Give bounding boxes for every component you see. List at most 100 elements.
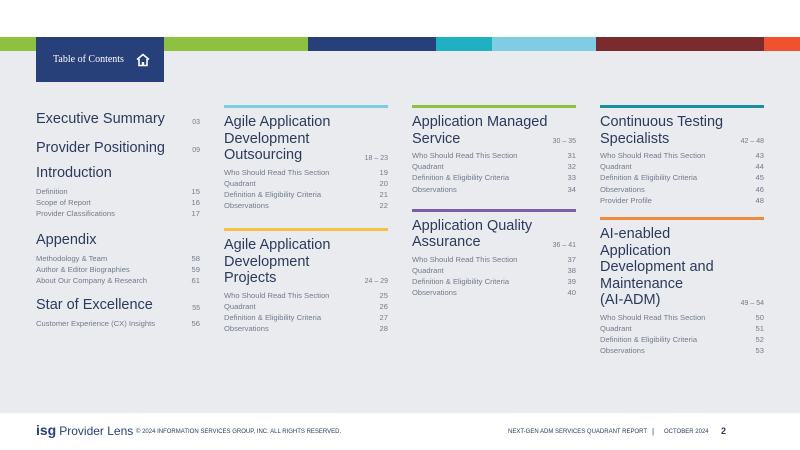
toc-subitem-page: 25 — [379, 290, 388, 300]
toc-subitems: Methodology & Team 58 Author & Editor Biog… — [36, 253, 200, 287]
toc-subitem[interactable]: Provider Profile 48 — [600, 195, 764, 206]
toc-subitem[interactable]: Quadrant 44 — [600, 161, 764, 172]
toc-section-title: Appendix — [36, 232, 97, 249]
toc-subitem-page: 51 — [755, 323, 764, 333]
toc-subitem[interactable]: Definition & Eligibility Criteria 21 — [224, 189, 388, 200]
quadrant-title-line: Development — [224, 253, 310, 270]
toc-subitem-page: 48 — [755, 195, 764, 205]
toc-section: Executive Summary 03 — [36, 111, 200, 128]
quadrant-title: Continuous Testing Specialists — [600, 114, 723, 147]
toc-subitem-label: About Our Company & Research — [36, 276, 148, 286]
toc-subitem[interactable]: Methodology & Team 58 — [36, 253, 200, 264]
toc-subitem-page: 39 — [567, 277, 576, 287]
toc-subitem-page: 34 — [567, 184, 576, 194]
toc-subitem[interactable]: Observations 28 — [224, 323, 388, 334]
toc-subitem[interactable]: Definition 15 — [36, 186, 200, 197]
toc-subitem[interactable]: Quadrant 32 — [412, 161, 576, 172]
toc-subitem-label: Scope of Report — [36, 197, 91, 207]
toc-subitem-label: Definition & Eligibility Criteria — [412, 173, 510, 183]
toc-section-link[interactable]: Star of Excellence 55 — [36, 297, 200, 314]
isg-provider-lens-logo[interactable]: isg Provider Lens — [36, 422, 133, 438]
stripe-maroon — [596, 37, 764, 51]
quadrant-page-range: 49 – 54 — [740, 299, 764, 307]
toc-subitem-label: Observations — [412, 288, 457, 298]
toc-subitem[interactable]: Author & Editor Biographies 59 — [36, 264, 200, 275]
quadrant-color-bar — [224, 228, 388, 232]
toc-section-link[interactable]: Executive Summary 03 — [36, 111, 200, 128]
toc-section-title: Star of Excellence — [36, 297, 153, 314]
toc-subitem-label: Quadrant — [224, 178, 256, 188]
toc-subitem[interactable]: Definition & Eligibility Criteria 52 — [600, 334, 764, 345]
toc-subitem-page: 61 — [191, 276, 200, 286]
toc-subitem-page: 27 — [379, 313, 388, 323]
toc-section-link[interactable]: Provider Positioning 09 — [36, 140, 200, 157]
quadrant-block: Agile Application Development Outsourcing 1… — [224, 105, 388, 211]
toc-section: Provider Positioning 09 — [36, 140, 200, 157]
quadrant-title-link[interactable]: Application Managed Service 30 – 35 — [412, 114, 576, 147]
stripe-orange — [764, 37, 800, 51]
toc-subitem[interactable]: About Our Company & Research 61 — [36, 275, 200, 286]
quadrant-block: Agile Application Development Projects 24 –… — [224, 228, 388, 334]
toc-subitem[interactable]: Who Should Read This Section 31 — [412, 150, 576, 161]
quadrant-color-bar — [412, 208, 576, 212]
quadrant-title-link[interactable]: Continuous Testing Specialists 42 – 48 — [600, 114, 764, 147]
toc-subitem[interactable]: Scope of Report 16 — [36, 197, 200, 208]
toc-subitem[interactable]: Observations 22 — [224, 200, 388, 211]
toc-section-link[interactable]: Appendix — [36, 232, 200, 249]
toc-subitem[interactable]: Definition & Eligibility Criteria 45 — [600, 172, 764, 183]
toc-subitem[interactable]: Definition & Eligibility Criteria 33 — [412, 172, 576, 183]
toc-subitem-page: 56 — [191, 318, 200, 328]
toc-subitems: Who Should Read This Section 37 Quadrant 38… — [412, 254, 576, 299]
toc-subitem-page: 21 — [379, 189, 388, 199]
toc-subitem[interactable]: Who Should Read This Section 37 — [412, 254, 576, 265]
stripe-green-2 — [164, 37, 308, 51]
quadrant-title: Application Managed Service — [412, 114, 547, 147]
toc-subitem[interactable]: Quadrant 51 — [600, 323, 764, 334]
toc-subitem-label: Provider Classifications — [36, 208, 115, 218]
quadrant-title-line: Outsourcing — [224, 147, 303, 163]
toc-subitem[interactable]: Customer Experience (CX) Insights 56 — [36, 318, 200, 329]
toc-subitem[interactable]: Observations 46 — [600, 184, 764, 195]
quadrant-title-line: Projects — [224, 270, 277, 287]
toc-column-3: Application Managed Service 30 – 35 Who Sho… — [412, 105, 576, 299]
toc-subitem[interactable]: Provider Classifications 17 — [36, 208, 200, 219]
top-bar — [0, 0, 800, 37]
quadrant-title-link[interactable]: Agile Application Development Outsourcing 1… — [224, 114, 388, 164]
toc-section: Introduction Definition 15 Scope of Report 1… — [36, 165, 200, 219]
toc-subitem[interactable]: Observations 34 — [412, 184, 576, 195]
toc-subitem[interactable]: Observations 53 — [600, 345, 764, 356]
quadrant-title-line: Specialists — [600, 130, 670, 147]
toc-subitem-page: 59 — [191, 264, 200, 274]
toc-subitem-label: Methodology & Team — [36, 253, 108, 263]
toc-subitem[interactable]: Who Should Read This Section 25 — [224, 290, 388, 301]
toc-subitem[interactable]: Who Should Read This Section 50 — [600, 312, 764, 323]
toc-subitem-label: Who Should Read This Section — [600, 312, 706, 322]
quadrant-title-line: AI-enabled Application — [600, 226, 671, 259]
quadrant-title-link[interactable]: Agile Application Development Projects 24 –… — [224, 237, 388, 287]
toc-subitem-page: 15 — [191, 186, 200, 196]
toc-section-link[interactable]: Introduction — [36, 165, 200, 182]
quadrant-title: AI-enabled Application Development and Mai… — [600, 226, 741, 309]
toc-subitem[interactable]: Quadrant 38 — [412, 265, 576, 276]
quadrant-title-line: Maintenance — [600, 275, 684, 292]
quadrant-title-link[interactable]: AI-enabled Application Development and Mai… — [600, 226, 764, 309]
toc-subitem[interactable]: Who Should Read This Section 43 — [600, 150, 764, 161]
home-icon[interactable] — [136, 52, 150, 67]
quadrant-title-line: Application Managed — [412, 114, 548, 130]
toc-column-4: Continuous Testing Specialists 42 – 48 Who … — [600, 105, 764, 356]
quadrant-page-range: 18 – 23 — [364, 154, 388, 162]
toc-subitem[interactable]: Who Should Read This Section 19 — [224, 167, 388, 178]
toc-subitem[interactable]: Observations 40 — [412, 287, 576, 298]
table-of-contents-tab[interactable]: Table of Contents — [36, 37, 164, 82]
quadrant-title-line: (AI-ADM) — [600, 292, 661, 309]
quadrant-title-line: Agile Application — [224, 114, 331, 130]
toc-subitem[interactable]: Definition & Eligibility Criteria 39 — [412, 276, 576, 287]
toc-subitem[interactable]: Quadrant 26 — [224, 301, 388, 312]
toc-subitem-page: 37 — [567, 254, 576, 264]
toc-subitem[interactable]: Definition & Eligibility Criteria 27 — [224, 312, 388, 323]
quadrant-title-line: Assurance — [412, 234, 481, 251]
toc-subitem-label: Observations — [412, 184, 457, 194]
quadrant-title-link[interactable]: Application Quality Assurance 36 – 41 — [412, 218, 576, 251]
toc-subitem-page: 33 — [567, 173, 576, 183]
toc-subitem[interactable]: Quadrant 20 — [224, 178, 388, 189]
